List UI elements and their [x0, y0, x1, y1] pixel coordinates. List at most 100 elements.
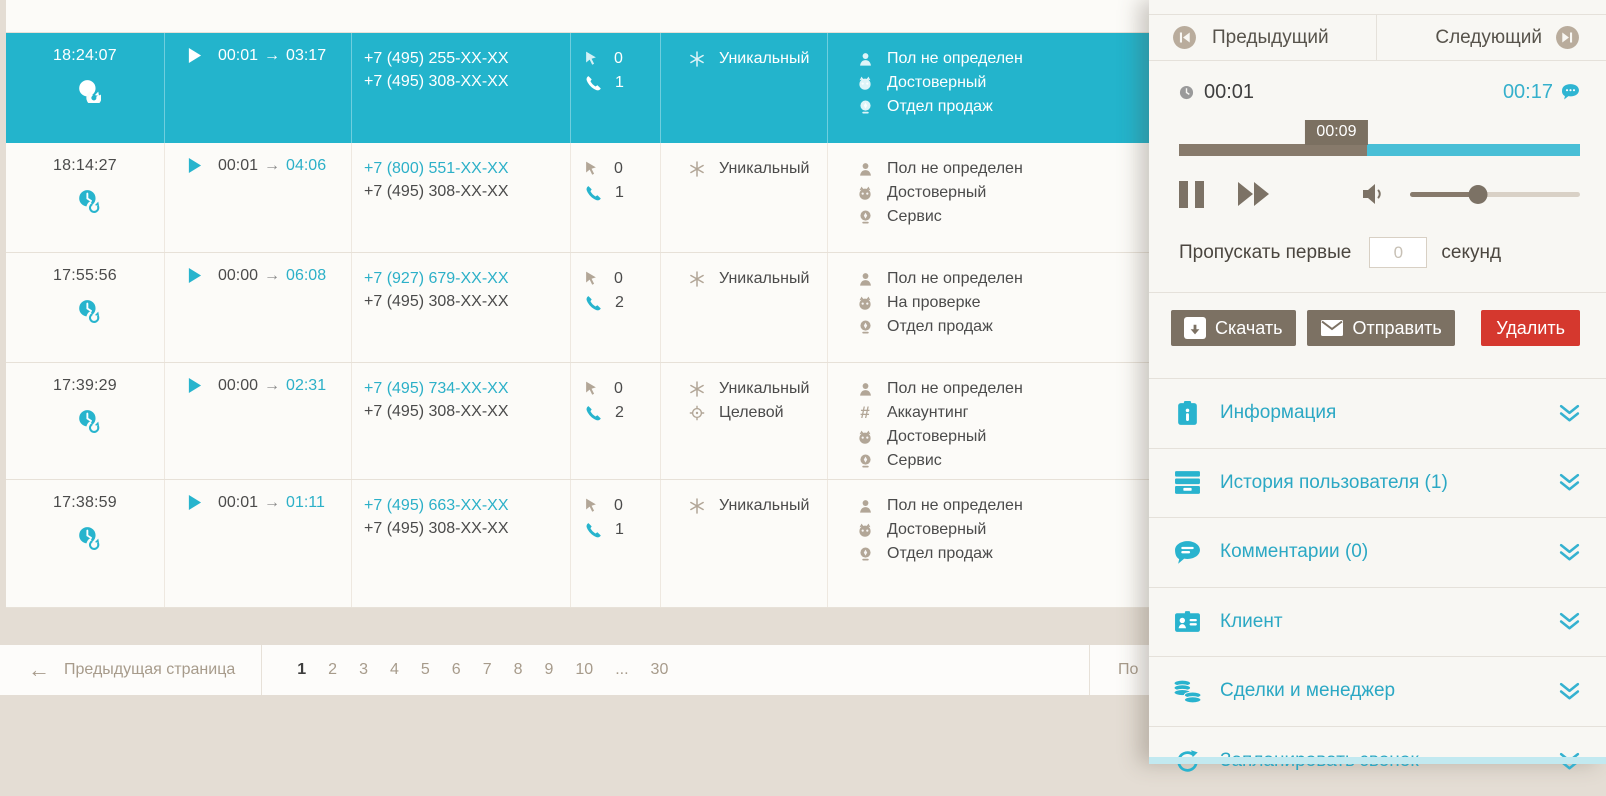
page-number[interactable]: 30 — [640, 661, 680, 679]
visits-count: 0 — [614, 497, 623, 515]
section-label: Комментарии (0) — [1220, 541, 1368, 563]
section-label: Клиент — [1220, 611, 1283, 633]
section-comments[interactable]: Комментарии (0) — [1149, 518, 1606, 588]
page-ellipsis: ... — [604, 661, 639, 679]
phone-icon — [585, 404, 601, 422]
answer-time: 06:08 — [286, 267, 326, 285]
volume-icon[interactable] — [1362, 182, 1384, 206]
client-badge-icon — [1172, 610, 1202, 633]
detail-sections: Информация История пользователя (1) Комм… — [1149, 378, 1606, 796]
section-information[interactable]: Информация — [1149, 379, 1606, 449]
calls-count: 1 — [615, 74, 624, 92]
page-number[interactable]: 9 — [534, 661, 565, 679]
page-number[interactable]: 4 — [379, 661, 410, 679]
caller-phone[interactable]: +7 (927) 679-XX-XX — [364, 267, 570, 290]
previous-call-label: Предыдущий — [1212, 27, 1329, 49]
page-number[interactable]: 5 — [410, 661, 441, 679]
cursor-icon — [585, 497, 600, 515]
play-button[interactable] — [187, 157, 202, 175]
cursor-icon — [585, 270, 600, 288]
play-button[interactable] — [187, 47, 202, 65]
send-label: Отправить — [1353, 318, 1442, 339]
page-number[interactable]: 8 — [503, 661, 534, 679]
elapsed-time: 00:01 — [1204, 81, 1254, 104]
next-call-label: Следующий — [1435, 27, 1542, 49]
wait-time: 00:01 — [218, 47, 258, 65]
previous-page-button[interactable]: ← Предыдущая страница — [0, 645, 262, 695]
skip-seconds-input[interactable] — [1369, 237, 1427, 268]
volume-slider[interactable] — [1410, 192, 1580, 197]
page-number[interactable]: 10 — [564, 661, 604, 679]
download-button[interactable]: Скачать — [1171, 310, 1296, 346]
quality-label: Уникальный — [719, 160, 809, 178]
deals-coins-icon — [1172, 679, 1202, 704]
tag-label: Сервис — [887, 452, 942, 470]
tag-label: Достоверный — [887, 184, 986, 202]
call-time: 17:39:29 — [53, 377, 164, 395]
section-label: Информация — [1220, 402, 1336, 424]
progress-bar[interactable]: 00:09 — [1179, 144, 1580, 156]
caller-phone[interactable]: +7 (495) 255-XX-XX — [364, 47, 570, 70]
visits-count: 0 — [614, 270, 623, 288]
robot-icon — [854, 75, 876, 91]
play-button[interactable] — [187, 267, 202, 285]
quality-label: Целевой — [719, 404, 784, 422]
skip-label-before: Пропускать первые — [1179, 242, 1351, 264]
cursor-icon — [585, 50, 600, 68]
phone-icon — [585, 74, 601, 92]
call-actions: Скачать Отправить Удалить — [1149, 292, 1606, 362]
history-box-icon — [1172, 470, 1202, 495]
calls-count: 1 — [615, 521, 624, 539]
caller-phone[interactable]: +7 (800) 551-XX-XX — [364, 157, 570, 180]
pause-button[interactable] — [1179, 181, 1206, 208]
skip-next-icon — [1555, 25, 1580, 50]
asterisk-icon — [686, 498, 708, 514]
asterisk-icon — [686, 161, 708, 177]
progress-tooltip: 00:09 — [1305, 120, 1367, 145]
section-user-history[interactable]: История пользователя (1) — [1149, 449, 1606, 519]
progress-fill — [1179, 144, 1367, 156]
clock-refresh-icon — [77, 299, 164, 323]
fast-forward-button[interactable] — [1237, 181, 1271, 207]
call-detail-panel: Предыдущий Следующий 00:01 00:17 00:09 — [1149, 0, 1606, 764]
arrow-right-icon: → — [264, 47, 280, 65]
page-number[interactable]: 3 — [348, 661, 379, 679]
chevron-double-down-icon[interactable] — [1559, 473, 1580, 492]
chevron-double-down-icon[interactable] — [1559, 612, 1580, 631]
clock-refresh-icon — [77, 189, 164, 213]
comment-bubble-icon[interactable] — [1561, 83, 1580, 101]
hash-icon: # — [854, 403, 876, 423]
chevron-double-down-icon[interactable] — [1559, 682, 1580, 701]
phone-icon — [585, 184, 601, 202]
quality-label: Уникальный — [719, 497, 809, 515]
chevron-double-down-icon[interactable] — [1559, 543, 1580, 562]
arrow-right-icon: → — [264, 157, 280, 175]
info-clipboard-icon — [1172, 400, 1202, 427]
previous-call-button[interactable]: Предыдущий — [1149, 15, 1377, 60]
next-call-button[interactable]: Следующий — [1377, 15, 1606, 60]
robot-icon — [854, 522, 876, 538]
wait-time: 00:00 — [218, 377, 258, 395]
page-number[interactable]: 6 — [441, 661, 472, 679]
section-deals-manager[interactable]: Сделки и менеджер — [1149, 657, 1606, 727]
player-controls — [1179, 179, 1580, 211]
per-page-label-truncated: По — [1089, 645, 1138, 695]
send-button[interactable]: Отправить — [1307, 310, 1455, 346]
play-button[interactable] — [187, 377, 202, 395]
page-number[interactable]: 7 — [472, 661, 503, 679]
tag-label: Достоверный — [887, 74, 986, 92]
caller-phone[interactable]: +7 (495) 734-XX-XX — [364, 377, 570, 400]
delete-button[interactable]: Удалить — [1481, 310, 1580, 346]
person-icon — [854, 162, 876, 177]
play-button[interactable] — [187, 494, 202, 512]
visits-count: 0 — [614, 50, 623, 68]
page-number[interactable]: 2 — [317, 661, 348, 679]
page-number[interactable]: 1 — [286, 661, 317, 679]
previous-page-label: Предыдущая страница — [64, 661, 235, 679]
caller-phone[interactable]: +7 (495) 663-XX-XX — [364, 494, 570, 517]
section-label: История пользователя (1) — [1220, 472, 1448, 494]
volume-handle[interactable] — [1469, 185, 1488, 204]
chevron-double-down-icon[interactable] — [1559, 404, 1580, 423]
called-phone: +7 (495) 308-XX-XX — [364, 400, 570, 423]
section-client[interactable]: Клиент — [1149, 588, 1606, 658]
